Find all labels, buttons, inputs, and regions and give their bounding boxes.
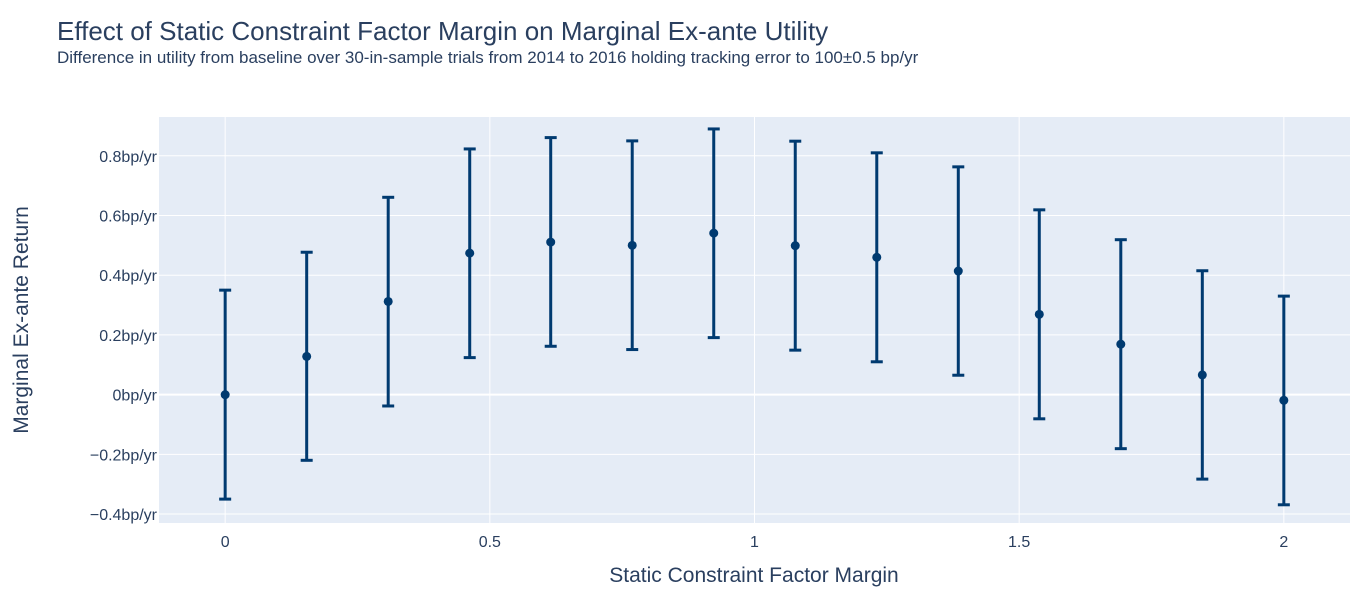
error-bar-point (952, 165, 965, 377)
data-point (1197, 370, 1207, 380)
chart-subtitle: Difference in utility from baseline over… (57, 48, 919, 67)
x-tick-label: 0.5 (479, 534, 501, 551)
x-tick-label: 1.5 (1008, 534, 1030, 551)
data-point (790, 241, 800, 251)
data-point (302, 351, 312, 361)
x-tick-label: 0 (221, 534, 230, 551)
error-bar-point (1114, 238, 1127, 451)
error-bar-point (544, 136, 557, 348)
error-bar-point (870, 151, 883, 364)
y-axis-ticks: 0.8bp/yr 0.6bp/yr 0.4bp/yr 0.2bp/yr 0bp/yr −0… (90, 149, 158, 524)
data-point (1034, 309, 1044, 319)
x-axis-ticks: 0 0.5 1 1.5 2 (221, 534, 1289, 551)
chart-title: Effect of Static Constraint Factor Margi… (57, 16, 829, 46)
error-bar-point (219, 288, 232, 501)
error-bar-point (463, 147, 476, 360)
error-bar-point (707, 127, 720, 340)
data-point (627, 240, 637, 250)
error-bar-point (300, 250, 313, 462)
error-bar-point (382, 195, 395, 408)
data-point (709, 228, 719, 238)
y-tick-label: 0bp/yr (113, 388, 158, 405)
data-point (383, 296, 393, 306)
x-tick-label: 1 (750, 534, 759, 551)
data-series (219, 127, 1290, 507)
data-point (953, 266, 963, 276)
y-tick-label: 0.4bp/yr (99, 268, 157, 285)
y-tick-label: −0.2bp/yr (90, 447, 158, 464)
error-bar-point (626, 139, 639, 352)
data-point (546, 237, 556, 247)
data-point (1116, 339, 1126, 349)
error-bar-point (789, 139, 802, 352)
x-axis-title: Static Constraint Factor Margin (609, 564, 898, 587)
y-tick-label: 0.8bp/yr (99, 149, 157, 166)
error-bar-point (1277, 294, 1290, 507)
y-tick-label: 0.2bp/yr (99, 328, 157, 345)
data-point (220, 390, 230, 400)
data-point (872, 252, 882, 262)
y-tick-label: −0.4bp/yr (90, 507, 158, 524)
data-point (465, 248, 475, 258)
y-tick-label: 0.6bp/yr (99, 209, 157, 226)
error-bar-point (1033, 208, 1046, 421)
error-bar-point (1196, 269, 1209, 481)
x-tick-label: 2 (1279, 534, 1288, 551)
data-point (1279, 395, 1289, 405)
y-axis-title: Marginal Ex-ante Return (10, 206, 33, 434)
